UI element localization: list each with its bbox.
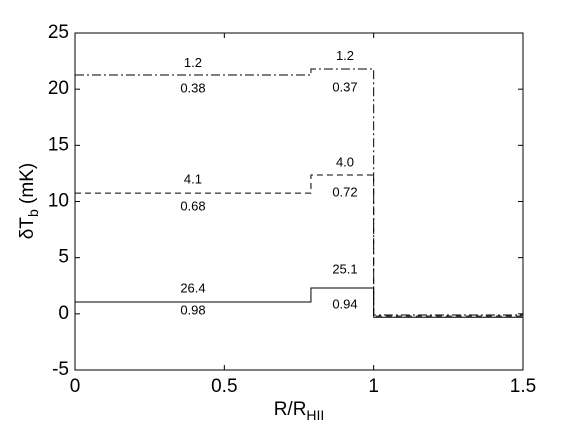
annotation: 0.38 [180, 81, 205, 96]
x-label-main: R/R [274, 399, 307, 420]
x-tick-label: 1.5 [510, 376, 536, 397]
y-label-rest: (mK) [17, 163, 38, 209]
line-series [75, 68, 523, 316]
x-tick-label: 1 [368, 376, 379, 397]
annotation: 0.94 [332, 296, 357, 311]
x-label-sub: HII [306, 407, 324, 423]
annotation: 0.37 [332, 79, 357, 94]
y-tick-label: 10 [48, 191, 69, 212]
y-tick-label: 5 [58, 247, 69, 268]
annotation: 1.2 [184, 55, 202, 70]
x-tick-label: 0 [70, 376, 81, 397]
y-tick-label: 25 [48, 22, 69, 43]
annotation: 0.72 [332, 185, 357, 200]
annotation: 0.68 [180, 199, 205, 214]
y-tick-label: 0 [58, 303, 69, 324]
y-label-sub: b [25, 209, 41, 217]
y-axis-label: δTb (mK) [17, 163, 41, 239]
annotation: 26.4 [180, 281, 205, 296]
x-tick-label: 0.5 [211, 376, 237, 397]
annotation: 0.98 [180, 302, 205, 317]
annotation: 4.0 [336, 155, 354, 170]
y-label-main: δT [17, 217, 38, 240]
annotation: 25.1 [332, 261, 357, 276]
line-series [75, 174, 523, 317]
y-tick-label: 15 [48, 134, 69, 155]
line-series [75, 287, 523, 318]
y-tick-label: 20 [48, 78, 69, 99]
plot-frame [74, 32, 524, 371]
y-tick-label: -5 [52, 359, 69, 380]
annotation: 1.2 [336, 48, 354, 63]
annotation: 4.1 [184, 172, 202, 187]
x-axis-label: R/RHII [274, 399, 325, 423]
